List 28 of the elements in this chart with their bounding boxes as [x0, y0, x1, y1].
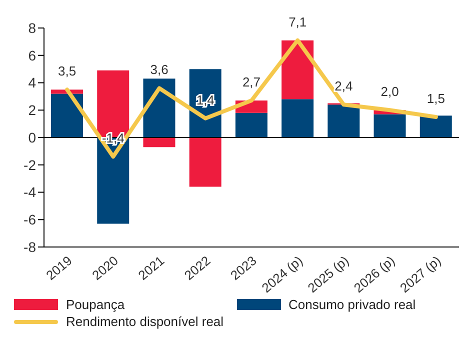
data-label: 1,4: [196, 92, 214, 108]
data-label: 3,6: [150, 62, 168, 78]
data-label: 2,4: [334, 78, 353, 94]
legend-label: Poupança: [66, 297, 125, 312]
y-tick-label: -2: [24, 156, 36, 173]
bar: [189, 138, 222, 187]
bar: [51, 94, 83, 138]
bar: [143, 138, 176, 148]
y-tick-label: 8: [28, 20, 36, 36]
y-tick-label: -6: [24, 212, 36, 228]
data-label: 1,5: [426, 90, 445, 106]
data-label: 3,5: [58, 64, 76, 79]
y-tick-label: 0: [28, 129, 36, 146]
legend-label: Rendimento disponível real: [66, 314, 224, 329]
legend-label: Consumo privado real: [288, 297, 416, 312]
bar: [328, 104, 360, 138]
bar: [282, 99, 314, 138]
bar: [235, 112, 268, 138]
data-label: 2,0: [380, 84, 399, 100]
data-label: 2,7: [242, 74, 261, 90]
y-tick-label: -4: [24, 184, 36, 200]
y-tick-label: 4: [28, 74, 36, 91]
data-label: 7,1: [288, 14, 307, 30]
bar: [420, 116, 452, 138]
y-tick-label: 2: [28, 102, 36, 118]
bar: [374, 114, 406, 138]
y-tick-label: -8: [24, 238, 36, 255]
y-tick-label: 6: [28, 47, 36, 64]
